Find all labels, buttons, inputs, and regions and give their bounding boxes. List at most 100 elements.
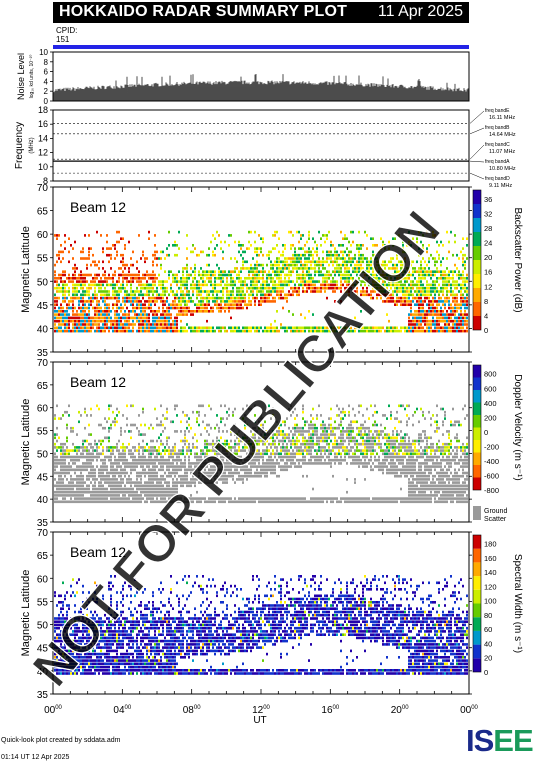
heatmap-cell (426, 319, 428, 323)
heatmap-cell (168, 310, 170, 313)
heatmap-cell (234, 267, 236, 270)
heatmap-cell (296, 290, 298, 293)
heatmap-cell (414, 270, 416, 273)
heatmap-cell (182, 481, 184, 484)
heatmap-cell (206, 270, 208, 273)
heatmap-cell (392, 283, 394, 287)
heatmap-cell (222, 273, 224, 277)
heatmap-cell (106, 296, 108, 300)
heatmap-cell (198, 474, 200, 478)
heatmap-cell (102, 247, 104, 250)
heatmap-cell (118, 484, 120, 488)
heatmap-cell (112, 296, 114, 300)
heatmap-cell (104, 465, 106, 468)
heatmap-cell (148, 277, 150, 280)
heatmap-cell (174, 319, 176, 323)
heatmap-cell (226, 497, 228, 500)
heatmap-cell (94, 442, 96, 446)
heatmap-cell (140, 257, 142, 260)
heatmap-cell (108, 310, 110, 313)
heatmap-cell (450, 310, 452, 313)
heatmap-cell (248, 468, 250, 472)
heatmap-cell (68, 300, 70, 303)
heatmap-cell (244, 293, 246, 297)
heatmap-cell (96, 277, 98, 280)
heatmap-cell (156, 423, 158, 427)
heatmap-cell (332, 290, 334, 293)
heatmap-cell (402, 277, 404, 280)
heatmap-cell (88, 433, 90, 436)
heatmap-cell (260, 237, 262, 240)
heatmap-cell (340, 283, 342, 287)
heatmap-cell (102, 478, 104, 481)
heatmap-cell (164, 494, 166, 497)
heatmap-cell (306, 273, 308, 277)
heatmap-cell (66, 296, 68, 300)
heatmap-cell (190, 326, 192, 330)
heatmap-cell (184, 474, 186, 478)
heatmap-cell (70, 490, 72, 494)
heatmap-cell (110, 484, 112, 488)
heatmap-cell (412, 280, 414, 283)
heatmap-cell (130, 263, 132, 267)
heatmap-cell (56, 490, 58, 494)
heatmap-cell (206, 474, 208, 478)
heatmap-cell (82, 306, 84, 310)
heatmap-cell (66, 303, 68, 306)
heatmap-cell (96, 273, 98, 277)
heatmap-cell (378, 329, 380, 333)
heatmap-cell (76, 323, 78, 326)
heatmap-cell (132, 303, 134, 306)
heatmap-cell (132, 300, 134, 303)
heatmap-cell (208, 263, 210, 267)
heatmap-cell (150, 481, 152, 484)
heatmap-cell (138, 481, 140, 484)
heatmap-cell (242, 257, 244, 260)
heatmap-cell (164, 329, 166, 333)
heatmap-cell (150, 290, 152, 293)
heatmap-cell (138, 323, 140, 326)
heatmap-cell (168, 446, 170, 449)
heatmap-cell (194, 452, 196, 456)
heatmap-cell (148, 273, 150, 277)
heatmap-cell (192, 277, 194, 280)
heatmap-cell (220, 290, 222, 293)
heatmap-cell (218, 283, 220, 287)
heatmap-cell (72, 267, 74, 270)
heatmap-cell (150, 303, 152, 306)
heatmap-cell (430, 303, 432, 306)
heatmap-cell (94, 500, 96, 504)
heatmap-cell (96, 230, 98, 234)
heatmap-cell (374, 253, 376, 257)
heatmap-cell (256, 290, 258, 293)
heatmap-cell (236, 273, 238, 277)
heatmap-cell (160, 286, 162, 290)
heatmap-cell (272, 267, 274, 270)
heatmap-cell (242, 436, 244, 440)
heatmap-cell (108, 490, 110, 494)
heatmap-cell (434, 319, 436, 323)
heatmap-cell (160, 404, 162, 408)
heatmap-cell (212, 296, 214, 300)
heatmap-cell (122, 442, 124, 446)
heatmap-cell (56, 283, 58, 287)
heatmap-cell (260, 471, 262, 475)
heatmap-cell (100, 277, 102, 280)
heatmap-cell (86, 306, 88, 310)
heatmap-cell (152, 286, 154, 290)
heatmap-cell (152, 497, 154, 500)
heatmap-cell (218, 273, 220, 277)
heatmap-cell (126, 326, 128, 330)
heatmap-cell (318, 263, 320, 267)
heatmap-cell (178, 270, 180, 273)
heatmap-cell (244, 462, 246, 465)
heatmap-cell (90, 300, 92, 303)
heatmap-cell (462, 303, 464, 306)
heatmap-cell (200, 290, 202, 293)
heatmap-cell (200, 293, 202, 297)
heatmap-cell (198, 455, 200, 459)
heatmap-cell (150, 439, 152, 443)
heatmap-cell (422, 290, 424, 293)
heatmap-cell (112, 465, 114, 468)
heatmap-cell (136, 300, 138, 303)
